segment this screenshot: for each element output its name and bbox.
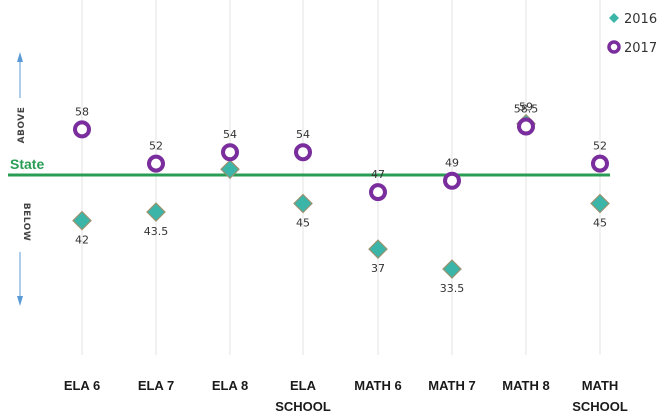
above-label: ABOVE bbox=[17, 107, 27, 144]
data-label-2017: 54 bbox=[223, 128, 237, 141]
marker-2016 bbox=[146, 202, 166, 222]
marker-2017 bbox=[73, 120, 91, 139]
x-tick-label: MATH 8 bbox=[502, 378, 549, 393]
data-label-2016: 33.5 bbox=[440, 282, 465, 295]
legend: 2016 2017 bbox=[607, 12, 657, 56]
marker-2017 bbox=[443, 171, 461, 190]
legend-ring-icon bbox=[607, 40, 621, 54]
x-tick-label: ELA SCHOOL bbox=[275, 378, 331, 414]
marker-2016 bbox=[442, 259, 462, 279]
marker-2017 bbox=[591, 154, 609, 173]
marker-2017 bbox=[294, 143, 312, 162]
state-label: State bbox=[10, 156, 44, 172]
x-axis-ticks: ELA 6 ELA 7 ELA 8 ELA SCHOOL MATH 6 MATH 7 MATH… bbox=[64, 378, 628, 414]
legend-item-2016: 2016 bbox=[609, 12, 657, 27]
legend-label-2016: 2016 bbox=[624, 12, 657, 27]
marker-2017 bbox=[517, 117, 535, 136]
below-label: BELOW bbox=[21, 203, 31, 242]
marker-2016 bbox=[293, 193, 313, 214]
data-label-2017: 47 bbox=[371, 168, 385, 181]
marker-2017 bbox=[221, 143, 239, 162]
vertical-gridlines bbox=[81, 0, 601, 355]
data-label-2017: 52 bbox=[149, 140, 163, 153]
below-arrow bbox=[17, 252, 23, 306]
x-tick-label: MATH SCHOOL bbox=[572, 378, 628, 414]
data-label-2016: 43.5 bbox=[144, 225, 169, 238]
data-label-2017: 54 bbox=[296, 128, 310, 141]
data-label-2017: 52 bbox=[593, 140, 607, 153]
data-label-2016: 42 bbox=[75, 234, 89, 247]
data-label-2017: 58 bbox=[75, 105, 89, 118]
data-label-2017: 58.5 bbox=[514, 103, 539, 116]
marker-2017 bbox=[369, 183, 387, 202]
data-label-2016: 45 bbox=[296, 217, 310, 230]
x-tick-label: ELA 6 bbox=[64, 378, 100, 393]
legend-label-2017: 2017 bbox=[624, 41, 657, 56]
side-axis: ABOVE BELOW bbox=[17, 52, 31, 306]
legend-item-2017: 2017 bbox=[607, 40, 657, 56]
marker-2016 bbox=[368, 239, 388, 259]
x-tick-label: MATH 7 bbox=[428, 378, 475, 393]
data-label-2016: 59 bbox=[519, 101, 533, 114]
data-label-2016: 45 bbox=[593, 217, 607, 230]
data-label-2016: 37 bbox=[371, 262, 385, 275]
marker-2017 bbox=[147, 154, 165, 173]
above-arrow bbox=[17, 52, 23, 98]
x-tick-label: ELA 7 bbox=[138, 378, 174, 393]
x-tick-label: MATH 6 bbox=[354, 378, 401, 393]
x-tick-label: ELA 8 bbox=[212, 378, 248, 393]
marker-2016 bbox=[72, 210, 92, 231]
marker-2016 bbox=[220, 159, 240, 180]
marker-2016 bbox=[590, 193, 610, 214]
legend-diamond-icon bbox=[609, 13, 619, 23]
data-label-2017: 49 bbox=[445, 157, 459, 170]
